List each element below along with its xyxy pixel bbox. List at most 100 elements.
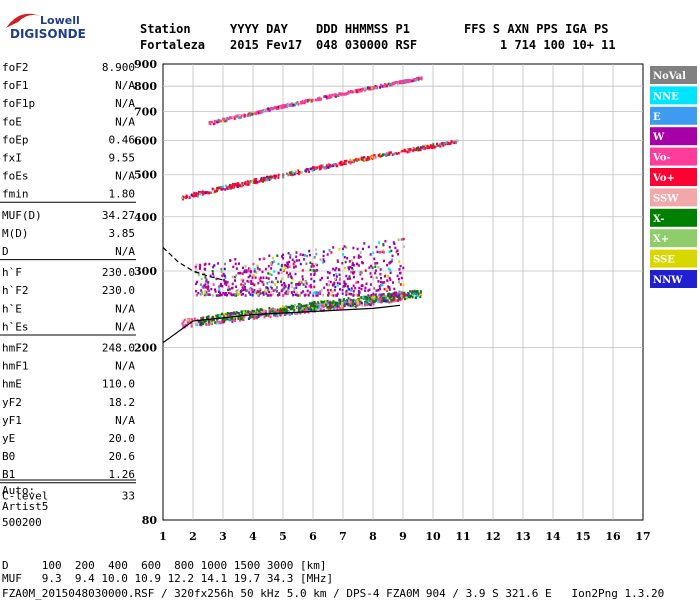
param-name: yF2 <box>2 396 22 409</box>
echo-point <box>365 297 368 300</box>
echo-point <box>234 317 237 320</box>
echo-point <box>295 255 298 258</box>
echo-point <box>305 262 308 265</box>
echo-point <box>223 274 226 278</box>
echo-point <box>347 297 350 300</box>
echo-point <box>210 191 213 194</box>
echo-point <box>334 304 336 308</box>
echo-point <box>393 294 396 297</box>
echo-point <box>279 308 282 311</box>
param-value: N/A <box>115 97 135 110</box>
echo-point <box>199 322 202 326</box>
echo-point <box>381 281 384 284</box>
echo-point <box>290 276 293 279</box>
echo-point <box>244 309 247 313</box>
echo-point <box>360 296 363 299</box>
echo-point <box>374 85 377 89</box>
echo-point <box>402 237 405 241</box>
echo-point <box>374 265 377 268</box>
echo-point <box>393 291 396 294</box>
echo-point <box>201 285 204 288</box>
file-info-footer: FZA0M_2015048030000.RSF / 320fx256h 50 k… <box>2 587 664 600</box>
echo-point <box>319 290 322 293</box>
echo-point <box>374 295 377 299</box>
echo-point <box>224 276 227 279</box>
echo-point <box>394 293 397 296</box>
echo-point <box>277 105 280 109</box>
legend-label: W <box>652 132 665 143</box>
echo-point <box>387 82 390 86</box>
echo-point <box>292 104 295 107</box>
echo-point <box>436 144 439 147</box>
echo-point <box>246 289 249 292</box>
legend-item: X- <box>650 208 697 227</box>
echo-point <box>204 191 207 194</box>
echo-point <box>398 80 401 83</box>
echo-point <box>242 283 245 287</box>
auto-version: 500200 <box>2 516 42 529</box>
echo-point <box>339 307 342 310</box>
echo-point <box>321 276 323 280</box>
param-name: D <box>2 245 9 258</box>
echo-point <box>330 293 333 297</box>
echo-point <box>370 275 373 279</box>
echo-point <box>199 283 202 286</box>
echo-point <box>326 305 329 309</box>
echo-point <box>390 259 393 263</box>
echo-point <box>333 306 336 309</box>
echo-point <box>400 238 403 241</box>
echo-point <box>351 301 354 304</box>
echo-point <box>223 292 226 295</box>
echo-point <box>377 280 380 283</box>
echo-point <box>417 292 420 296</box>
legend-swatch <box>650 270 697 288</box>
echo-point <box>231 186 234 189</box>
echo-point <box>346 301 349 304</box>
echo-point <box>352 246 355 250</box>
echo-point <box>417 78 420 82</box>
echo-point <box>271 175 274 179</box>
echo-point <box>322 250 325 253</box>
echo-point <box>352 264 355 267</box>
echo-point <box>382 293 385 296</box>
echo-point <box>290 291 293 294</box>
echo-point <box>258 277 261 281</box>
echo-point <box>341 302 344 305</box>
echo-point <box>300 304 303 307</box>
muf-row: MUF 9.3 9.4 10.0 10.9 12.2 14.1 19.7 34.… <box>2 572 333 585</box>
echo-point <box>339 276 342 280</box>
echo-point <box>363 242 366 245</box>
echo-point <box>242 278 245 282</box>
echo-point <box>319 307 322 311</box>
param-name: C-level <box>2 489 48 502</box>
echo-point <box>344 284 347 288</box>
echo-point <box>367 299 370 302</box>
echo-point <box>305 282 308 285</box>
echo-point <box>268 254 271 257</box>
echo-point <box>370 298 373 301</box>
echo-point <box>349 265 352 269</box>
echo-point <box>396 249 399 252</box>
echo-point <box>191 318 193 321</box>
echo-point <box>367 245 370 249</box>
echo-point <box>188 196 191 199</box>
echo-point <box>380 154 383 158</box>
echo-point <box>366 157 369 160</box>
echo-point <box>379 155 382 158</box>
height-axis: 80 200 300 400 500 600 700 800 900 <box>134 58 157 527</box>
echo-point <box>357 280 360 284</box>
echo-point <box>392 299 395 303</box>
echo-point <box>308 249 311 253</box>
echo-point <box>207 282 209 285</box>
echo-point <box>412 79 415 82</box>
echo-point <box>288 260 291 264</box>
echo-point <box>377 265 380 269</box>
echo-point <box>334 301 337 305</box>
echo-point <box>306 254 309 258</box>
echo-point <box>331 164 333 168</box>
echo-point <box>233 183 236 186</box>
echo-point <box>263 309 266 312</box>
echo-point <box>406 148 409 151</box>
echo-point <box>447 142 450 145</box>
echo-point <box>359 302 362 305</box>
